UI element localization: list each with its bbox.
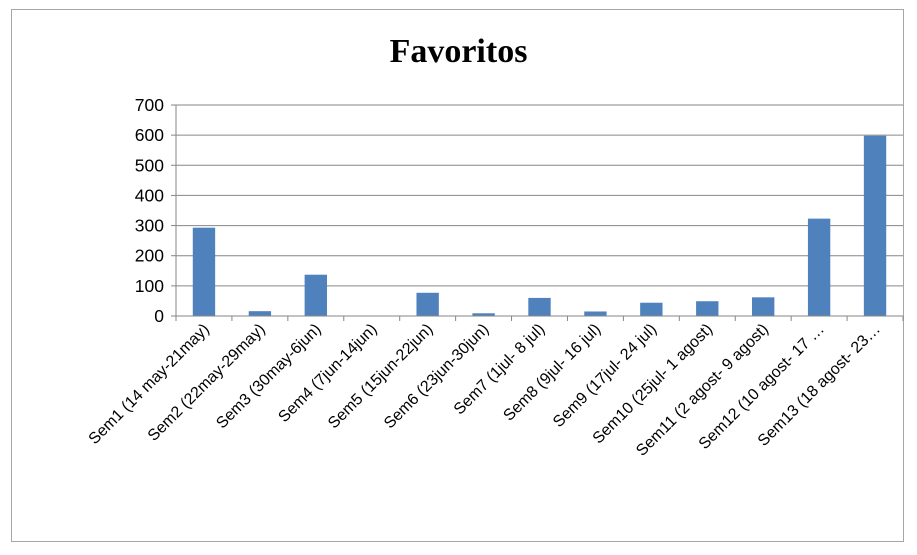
x-category-label: Sem8 (9jul- 16 jul) xyxy=(500,321,604,425)
bar xyxy=(472,313,495,316)
bar xyxy=(807,218,831,316)
y-tick-label: 0 xyxy=(154,306,164,326)
chart-frame xyxy=(11,9,904,542)
bars xyxy=(192,135,887,316)
y-tick-label: 400 xyxy=(135,185,164,205)
y-tick-label: 600 xyxy=(135,125,164,145)
bar xyxy=(696,301,719,316)
y-tick-label: 100 xyxy=(135,276,164,296)
bar xyxy=(863,135,887,316)
y-tick-label: 300 xyxy=(135,216,164,236)
bar xyxy=(584,311,607,316)
bar xyxy=(752,297,775,316)
gridlines xyxy=(176,104,903,287)
x-category-label: Sem3 (30may-6jun) xyxy=(213,321,324,432)
bar xyxy=(192,227,216,316)
x-category-label: Sem9 (17jul- 24 jul) xyxy=(550,321,660,431)
bar xyxy=(640,302,663,316)
y-tick-label: 500 xyxy=(135,155,164,175)
x-category-label: Sem4 (7jun-14jun) xyxy=(275,321,380,426)
x-category-label: Sem6 (23jun-30jun) xyxy=(381,321,492,432)
axes xyxy=(171,104,904,321)
x-category-label: Sem5 (15jun-22jun) xyxy=(325,321,436,432)
y-tick-label: 200 xyxy=(135,246,164,266)
bar xyxy=(416,292,439,316)
chart-title: Favoritos xyxy=(389,33,528,70)
y-tick-label: 700 xyxy=(135,95,164,115)
bar xyxy=(248,311,272,316)
bar xyxy=(304,274,327,316)
bar xyxy=(528,297,551,316)
